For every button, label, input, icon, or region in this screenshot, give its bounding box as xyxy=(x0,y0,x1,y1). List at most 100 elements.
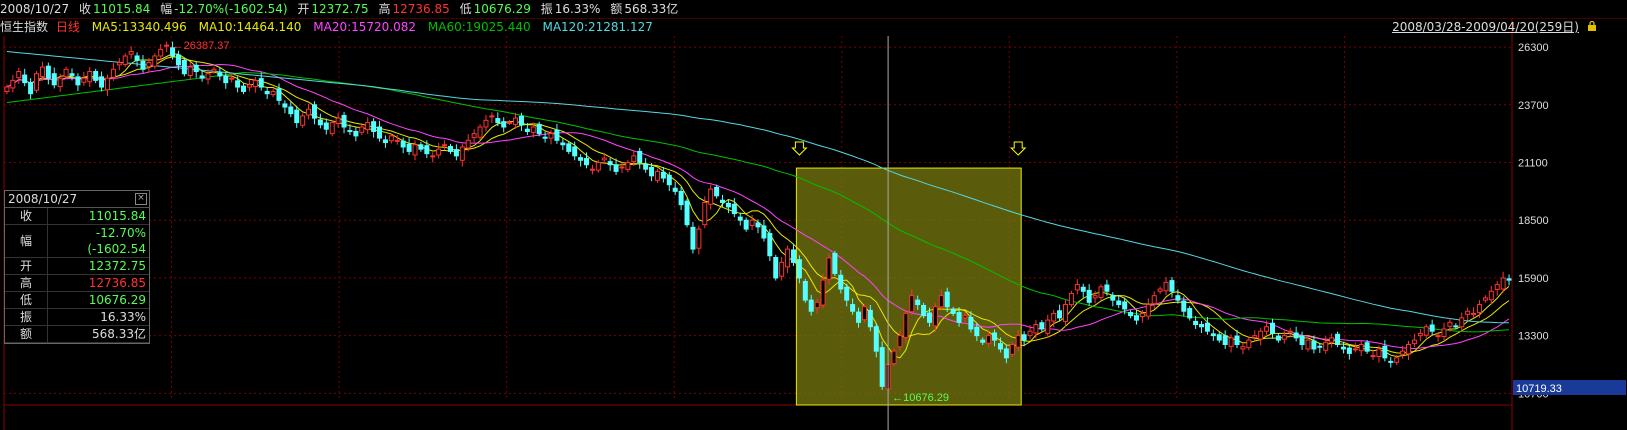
candle-body xyxy=(400,140,406,148)
candle-body xyxy=(1074,284,1080,291)
candle-body xyxy=(382,139,388,144)
candle-body xyxy=(436,148,442,156)
ma120-line xyxy=(6,51,1510,324)
candle-body xyxy=(1175,295,1181,301)
candle-body xyxy=(477,126,483,138)
candle-body xyxy=(170,47,176,57)
candle-body xyxy=(696,228,702,249)
candle-body xyxy=(16,71,22,79)
date-range-link[interactable]: 2008/03/28-2009/04/20(259日) xyxy=(1392,20,1579,34)
y-tick-label: 23700 xyxy=(1518,100,1549,112)
candle-body xyxy=(856,311,862,323)
info-amount: 568.33亿 xyxy=(624,2,679,16)
candle-body xyxy=(725,202,731,208)
lock-icon[interactable] xyxy=(1587,21,1597,31)
candle-body xyxy=(1009,344,1015,355)
candle-body xyxy=(992,332,998,341)
candle-body xyxy=(749,219,755,227)
panel-row: 幅 -12.70%(-1602.54 xyxy=(5,224,149,258)
candle-body xyxy=(897,335,903,348)
candle-body xyxy=(1139,312,1145,318)
candle-body xyxy=(1039,322,1045,330)
candle-body xyxy=(601,157,607,161)
candle-body xyxy=(956,312,962,323)
ma20-line xyxy=(6,63,1510,350)
data-window-panel[interactable]: 2008/10/27 × 收 11015.84 幅 -12.70%(-1602.54 开… xyxy=(4,190,150,344)
candle-body xyxy=(915,299,921,306)
candle-body xyxy=(128,51,134,55)
candle-body xyxy=(980,339,986,343)
candle-body xyxy=(660,171,666,179)
y-tick-label: 13300 xyxy=(1518,331,1549,343)
candle-body xyxy=(447,146,453,152)
candle-body xyxy=(554,129,560,141)
panel-row-label: 幅 xyxy=(5,224,48,258)
period-label[interactable]: 日线 xyxy=(55,20,80,34)
info-open-label: 开 xyxy=(297,2,310,16)
y-tick-label: 26300 xyxy=(1518,42,1549,54)
panel-row-value: 12372.75 xyxy=(47,257,149,275)
candle-body xyxy=(572,146,578,157)
candle-body xyxy=(1128,312,1134,317)
candle-body xyxy=(1453,325,1459,328)
candle-body xyxy=(850,304,856,312)
candle-body xyxy=(317,119,323,126)
candle-body xyxy=(1057,310,1063,319)
candle-body xyxy=(560,142,566,146)
panel-row: 振 16.33% xyxy=(5,308,149,326)
candle-body xyxy=(1494,284,1500,290)
candle-body xyxy=(205,73,211,80)
candle-body xyxy=(607,161,613,166)
candle-body xyxy=(122,55,128,65)
info-amount-label: 额 xyxy=(610,2,623,16)
candle-body xyxy=(708,188,714,205)
ma60-line xyxy=(6,71,1510,333)
candle-body xyxy=(1335,333,1341,346)
candle-body xyxy=(22,74,28,84)
panel-row-label: 高 xyxy=(5,274,48,292)
candle-body xyxy=(1287,330,1293,333)
candle-body xyxy=(1264,326,1270,332)
candle-body xyxy=(861,306,867,321)
candle-body xyxy=(1500,277,1506,290)
candle-body xyxy=(359,126,365,133)
candle-body xyxy=(158,48,164,57)
candle-body xyxy=(654,170,660,181)
candle-body xyxy=(1098,286,1104,298)
candle-body xyxy=(702,201,708,226)
panel-row: 收 11015.84 xyxy=(5,208,149,225)
panel-close-button[interactable]: × xyxy=(135,193,147,205)
candle-body xyxy=(424,145,430,155)
candle-body xyxy=(820,279,826,306)
candle-body xyxy=(714,186,720,197)
candle-body xyxy=(844,286,850,301)
candle-body xyxy=(542,136,548,139)
candle-body xyxy=(1015,335,1021,348)
panel-row-label: 额 xyxy=(5,325,48,343)
candle-body xyxy=(241,85,247,92)
candle-body xyxy=(974,326,980,337)
candle-body xyxy=(1329,337,1335,343)
candle-body xyxy=(229,77,235,80)
candle-body xyxy=(104,77,110,91)
candle-body xyxy=(903,312,909,338)
quote-info-bar: 2008/10/27 收 11015.84 幅 -12.70%(-1602.54) … xyxy=(0,0,1627,18)
panel-row: 高 12736.85 xyxy=(5,274,149,292)
candle-body xyxy=(1311,340,1317,350)
info-low-label: 低 xyxy=(459,2,472,16)
candle-body xyxy=(796,259,802,279)
candle-body xyxy=(1340,346,1346,350)
candle-body xyxy=(1122,301,1128,310)
candle-body xyxy=(1482,297,1488,301)
info-low: 10676.29 xyxy=(473,2,531,16)
candle-body xyxy=(767,233,773,257)
candle-body xyxy=(1376,348,1382,357)
candle-body xyxy=(879,347,885,387)
down-arrow-icon xyxy=(1009,141,1027,156)
candle-body xyxy=(649,166,655,177)
down-arrow-icon xyxy=(791,141,808,156)
candle-body xyxy=(921,304,927,317)
info-amp: 16.33% xyxy=(554,2,601,16)
candle-body xyxy=(997,343,1003,350)
